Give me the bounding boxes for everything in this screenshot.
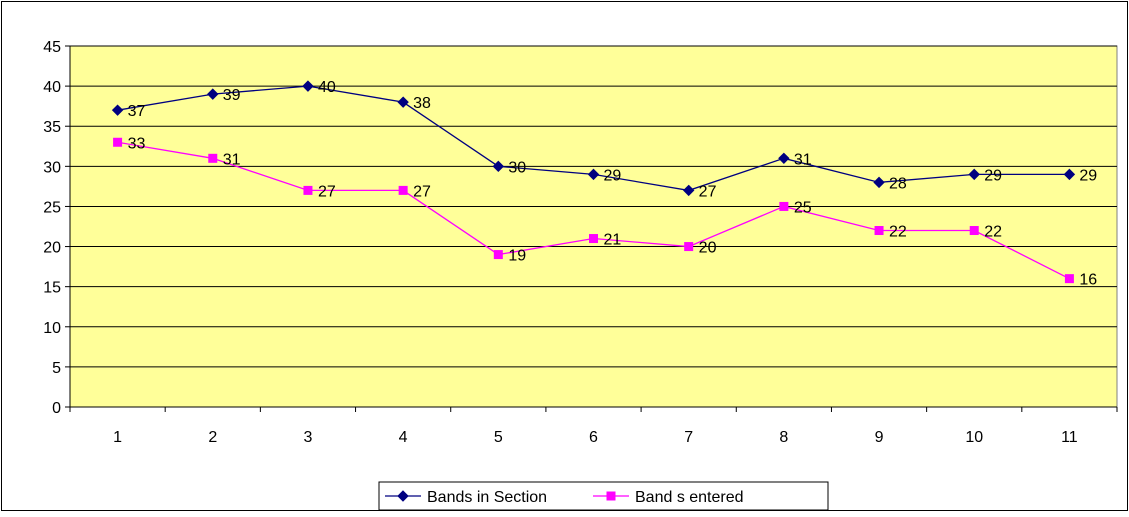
data-label: 30	[508, 159, 526, 176]
y-tick-label: 0	[52, 400, 61, 417]
y-tick-label: 20	[43, 240, 61, 257]
legend-marker	[606, 491, 616, 501]
data-label: 27	[318, 183, 336, 200]
legend-item: Bands in Section	[385, 489, 547, 506]
y-tick-label: 40	[43, 79, 61, 96]
data-point	[778, 152, 790, 165]
data-label: 31	[223, 151, 241, 168]
data-point	[874, 226, 884, 236]
data-point	[398, 185, 408, 195]
data-label: 25	[794, 199, 812, 216]
y-tick-label: 5	[52, 360, 61, 377]
y-tick-label: 45	[43, 39, 61, 56]
y-tick-label: 15	[43, 280, 61, 297]
data-label: 16	[1079, 272, 1097, 289]
data-label: 37	[128, 103, 146, 120]
data-label: 29	[1079, 167, 1097, 184]
x-tick-label: 5	[494, 429, 503, 446]
x-tick-label: 9	[875, 429, 884, 446]
data-point	[493, 250, 503, 260]
legend: Bands in Section Band s entered	[378, 481, 829, 511]
data-point	[873, 176, 885, 189]
data-label: 22	[984, 224, 1002, 241]
data-point	[682, 184, 695, 197]
data-point	[113, 137, 123, 147]
data-point	[969, 226, 979, 236]
x-tick-label: 3	[304, 429, 313, 446]
x-tick-label: 6	[589, 429, 598, 446]
data-point	[589, 234, 598, 244]
data-label: 29	[604, 167, 622, 184]
data-label: 27	[413, 183, 431, 200]
data-label: 28	[889, 175, 907, 192]
data-point	[1063, 168, 1076, 181]
data-point	[492, 160, 505, 173]
x-tick-label: 4	[399, 429, 408, 446]
data-point	[208, 153, 218, 163]
data-label: 21	[604, 232, 622, 249]
data-point	[968, 168, 980, 181]
data-point	[779, 201, 789, 211]
data-point	[397, 96, 409, 108]
data-point	[207, 88, 219, 100]
x-tick-label: 1	[113, 429, 122, 446]
gridlines	[70, 45, 1117, 368]
x-tick-label: 2	[208, 429, 217, 446]
y-tick-label: 25	[43, 199, 61, 216]
data-point	[684, 242, 694, 252]
x-tick-label: 8	[779, 429, 788, 446]
y-tick-label: 30	[43, 159, 61, 176]
plot-area	[69, 45, 1118, 408]
data-label: 22	[889, 224, 907, 241]
data-label: 38	[413, 95, 431, 112]
data-point	[302, 80, 314, 92]
legend-item: Band s entered	[593, 489, 744, 506]
y-tick-label: 10	[43, 320, 61, 337]
x-tick-label: 10	[965, 429, 983, 446]
x-tick-label: 11	[1061, 429, 1078, 446]
series-2: 33 31 27 27 19 21 20 25 22 22 16	[113, 135, 1097, 289]
series-layer: 37 39 40 38 30 29 27 31 28 29 29 33 31 27 27 19 21 20 25 22…	[111, 79, 1097, 289]
data-point	[303, 185, 313, 195]
x-tick-label: 7	[684, 429, 693, 446]
data-label: 33	[128, 135, 146, 152]
data-label: 31	[794, 151, 812, 168]
data-label: 20	[699, 240, 717, 257]
data-point	[111, 104, 124, 116]
legend-marker	[397, 490, 409, 502]
data-label: 27	[699, 183, 717, 200]
legend-label: Bands in Section	[427, 489, 547, 506]
legend-label: Band s entered	[635, 489, 744, 506]
data-label: 19	[508, 248, 526, 265]
data-label: 29	[984, 167, 1002, 184]
data-label: 39	[223, 87, 241, 104]
data-point	[587, 168, 600, 181]
series-1: 37 39 40 38 30 29 27 31 28 29 29	[111, 79, 1097, 200]
data-label: 40	[318, 79, 336, 96]
data-point	[1064, 274, 1074, 284]
y-tick-label: 35	[43, 119, 61, 136]
